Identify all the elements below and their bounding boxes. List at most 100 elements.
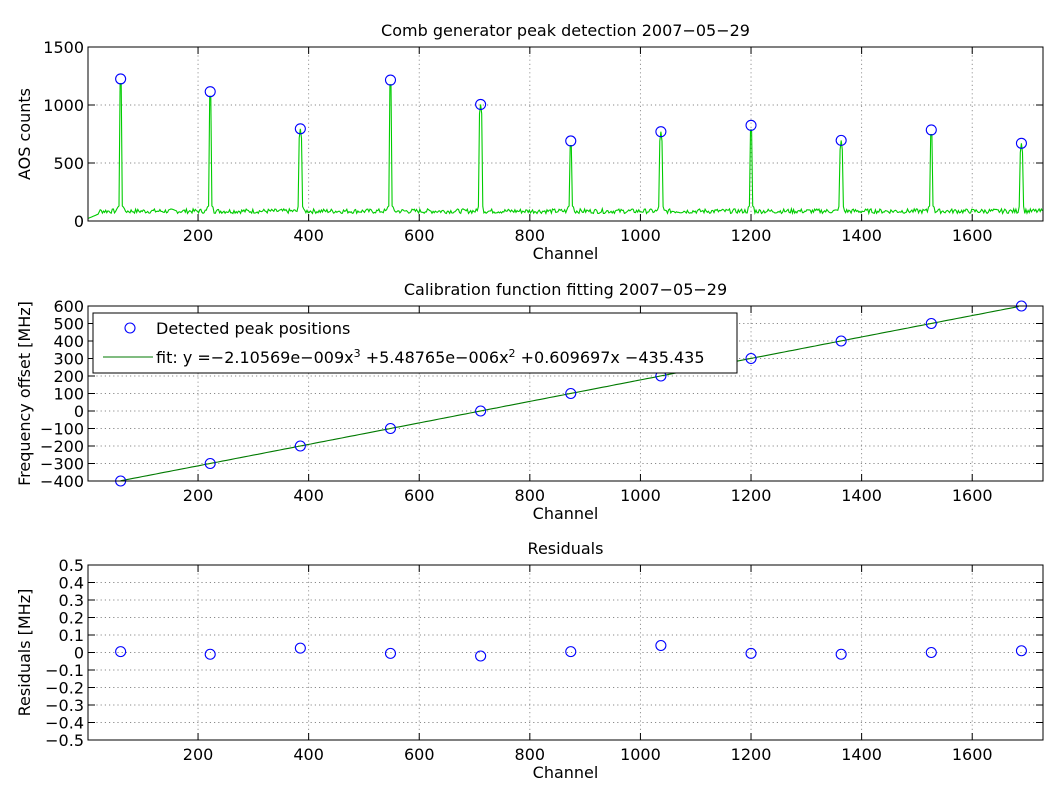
peak-xtick-label-0: 200: [183, 226, 214, 245]
peak-xtick-label-2: 600: [404, 226, 435, 245]
legend-label-fit: fit: y =−2.10569e−009x3 +5.48765e−006x2 …: [156, 347, 705, 368]
spectrum-line: [87, 82, 1043, 219]
calib-point-8: [835, 335, 847, 347]
resid-ytick-label-4: −0.1: [45, 661, 84, 680]
resid-ytick-label-0: −0.5: [45, 731, 84, 750]
calib-xtick-label-5: 1200: [731, 486, 772, 505]
calib-ytick-label-2: −200: [40, 437, 84, 456]
legend-fit-exp2: 2: [509, 347, 516, 360]
legend-box: [92, 312, 738, 374]
calib-ytick-label-1: −300: [40, 455, 84, 474]
peak-xlabel: Channel: [533, 244, 599, 263]
resid-ytick-label-8: 0.3: [59, 591, 84, 610]
legend-fit-label-prefix: fit: y =−2.10569e−009x: [156, 348, 354, 367]
calib-xtick-label-4: 1000: [620, 486, 661, 505]
peak-ytick-label-0: 0: [74, 212, 84, 231]
calib-ytick-label-5: 100: [53, 385, 84, 404]
calib-ylabel: Frequency offset [MHz]: [15, 301, 34, 486]
calib-xtick-label-3: 800: [515, 486, 546, 505]
peak-axes-frame: [87, 46, 1044, 222]
resid-xtick-label-6: 1400: [841, 745, 882, 764]
residual-point-4: [475, 650, 487, 662]
calib-xtick-label-7: 1600: [952, 486, 993, 505]
panel-peak-detection: 200 400 600 800 1000 1200 1400 1600 0 500 1000 1500…: [15, 21, 1044, 263]
calib-xlabel: Channel: [533, 504, 599, 523]
resid-xtick-label-5: 1200: [731, 745, 772, 764]
peak-marker-0: [115, 73, 127, 85]
peak-ytick-label-1: 500: [53, 154, 84, 173]
residual-point-1: [204, 648, 216, 660]
resid-ytick-label-10: 0.5: [59, 556, 84, 575]
calib-point-4: [475, 405, 487, 417]
peak-marker-8: [835, 134, 847, 146]
resid-xlabel: Channel: [533, 763, 599, 782]
legend-fit-label-suffix: +0.609697x −435.435: [516, 348, 705, 367]
calib-point-3: [384, 422, 397, 435]
resid-xtick-label-1: 400: [293, 745, 324, 764]
residual-point-6: [655, 639, 667, 652]
resid-ytick-label-1: −0.4: [45, 714, 84, 733]
peak-marker-4: [475, 98, 487, 110]
peak-xtick-label-6: 1400: [841, 226, 882, 245]
calib-ytick-label-8: 400: [53, 332, 84, 351]
peak-ytick-label-2: 1000: [43, 96, 84, 115]
calib-ytick-label-10: 600: [53, 297, 84, 316]
calib-point-1: [204, 457, 216, 470]
legend-label-peaks: Detected peak positions: [156, 319, 350, 338]
calib-ytick-label-4: 0: [74, 402, 84, 421]
resid-ytick-label-2: −0.3: [45, 696, 84, 715]
peak-xtick-label-7: 1600: [952, 226, 993, 245]
residual-point-10: [1015, 645, 1027, 657]
resid-ylabel: Residuals [MHz]: [15, 589, 34, 717]
fit-line: [120, 306, 1019, 482]
peak-marker-7: [745, 119, 757, 131]
peak-ytick-label-3: 1500: [43, 38, 84, 57]
panel-residuals: 200 400 600 800 1000 1200 1400 1600 −0.5−0.4−0.3…: [15, 539, 1044, 782]
residual-point-8: [835, 648, 847, 660]
residual-point-7: [745, 647, 757, 659]
resid-ytick-label-5: 0: [74, 644, 84, 663]
residual-point-2: [294, 642, 306, 654]
legend-marker-icon: [124, 322, 136, 334]
residual-point-0: [115, 646, 127, 658]
legend-fit-label-mid: +5.48765e−006x: [361, 348, 509, 367]
calib-ytick-label-6: 200: [53, 367, 84, 386]
legend-fit-exp3: 3: [354, 347, 361, 360]
peak-plot-area: [88, 47, 1043, 221]
resid-ytick-label-9: 0.4: [59, 574, 84, 593]
calib-ytick-label-3: −100: [40, 420, 84, 439]
resid-xtick-label-0: 200: [183, 745, 214, 764]
resid-title: Residuals: [528, 539, 604, 558]
calib-title: Calibration function fitting 2007−05−29: [404, 280, 727, 299]
resid-xtick-label-2: 600: [404, 745, 435, 764]
panel-calibration-fit: 200 400 600 800 1000 1200 1400 1600 −400−300−200…: [15, 280, 1044, 523]
calib-xtick-label-1: 400: [293, 486, 324, 505]
resid-xtick-label-4: 1000: [620, 745, 661, 764]
peak-marker-6: [655, 126, 667, 138]
calib-xtick-label-2: 600: [404, 486, 435, 505]
calib-legend: Detected peak positions fit: y =−2.10569e…: [92, 312, 738, 374]
peak-marker-9: [925, 124, 937, 136]
peak-marker-3: [384, 74, 397, 86]
calib-point-9: [925, 317, 937, 330]
calib-xtick-label-0: 200: [183, 486, 214, 505]
calib-ytick-label-9: 500: [53, 315, 84, 334]
resid-ytick-label-6: 0.1: [59, 626, 84, 645]
peak-ylabel: AOS counts: [15, 88, 34, 180]
residual-point-9: [925, 646, 937, 659]
resid-xtick-label-3: 800: [515, 745, 546, 764]
peak-xtick-label-4: 1000: [620, 226, 661, 245]
peak-xtick-label-3: 800: [515, 226, 546, 245]
calib-point-7: [745, 352, 757, 365]
calib-point-5: [565, 387, 577, 400]
calib-point-2: [294, 440, 306, 452]
calib-ytick-label-0: −400: [40, 472, 84, 491]
peak-title: Comb generator peak detection 2007−05−29: [381, 21, 750, 40]
calib-xtick-label-6: 1400: [841, 486, 882, 505]
calib-ytick-label-7: 300: [53, 350, 84, 369]
peak-marker-1: [204, 86, 216, 98]
resid-ytick-label-3: −0.2: [45, 679, 84, 698]
residual-point-5: [565, 646, 577, 658]
peak-marker-10: [1015, 137, 1027, 149]
